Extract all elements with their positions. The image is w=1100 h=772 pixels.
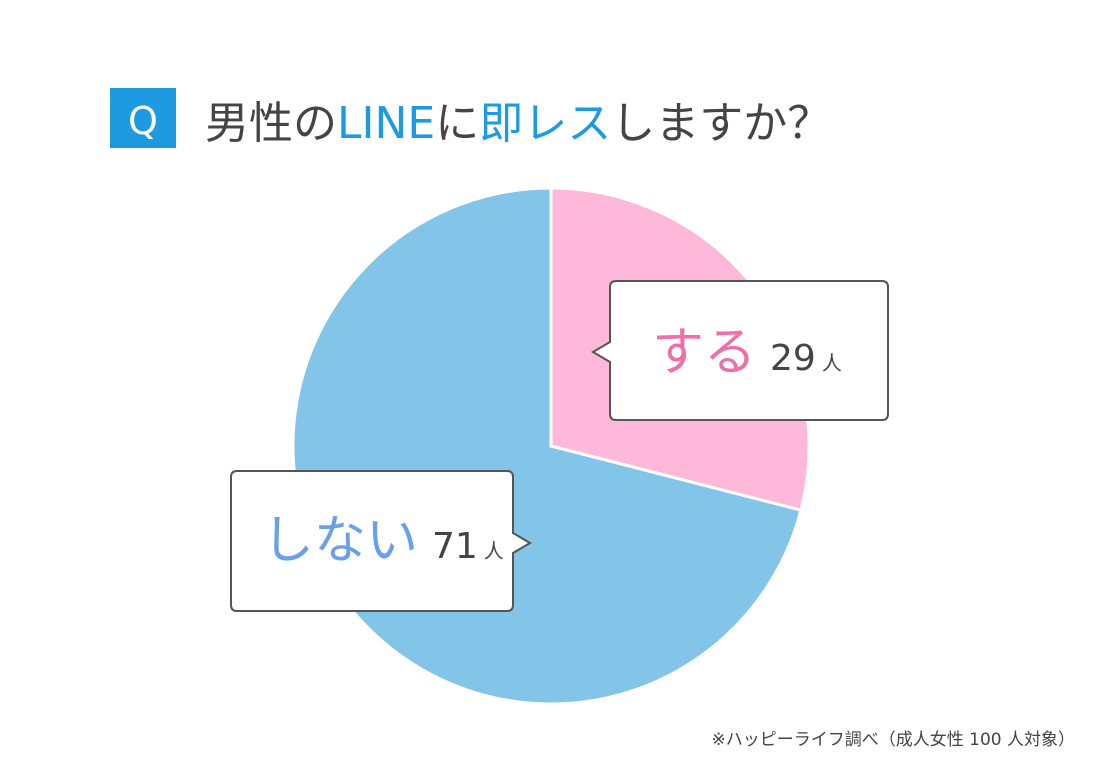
category-label: する <box>652 323 756 383</box>
chart-title: 男性のLINEに即レスしますか？ <box>205 98 831 149</box>
title-part: しますか？ <box>611 98 831 149</box>
question-badge <box>110 88 176 148</box>
callout: しない 71 人 <box>230 470 532 612</box>
question-label: Q <box>128 99 158 143</box>
footnote: ※ハッピーライフ調べ（成人女性 100 人対象） <box>712 730 1076 750</box>
callout-label: しない 71 人 <box>262 511 504 571</box>
title-part: 男性の <box>205 98 337 149</box>
value-label: 29 <box>770 338 816 379</box>
title-part: LINE <box>337 98 435 149</box>
unit-label: 人 <box>484 539 504 563</box>
callout-box <box>230 470 532 612</box>
category-label: しない <box>262 511 418 571</box>
title-part: に <box>435 98 479 149</box>
callout-label: する 29 人 <box>652 323 842 383</box>
title-part: 即レス <box>479 98 611 149</box>
unit-label: 人 <box>822 351 842 375</box>
callout: する 29 人 <box>591 280 889 421</box>
callout-box <box>591 280 889 421</box>
value-label: 71 <box>432 526 478 567</box>
pie <box>291 186 811 706</box>
